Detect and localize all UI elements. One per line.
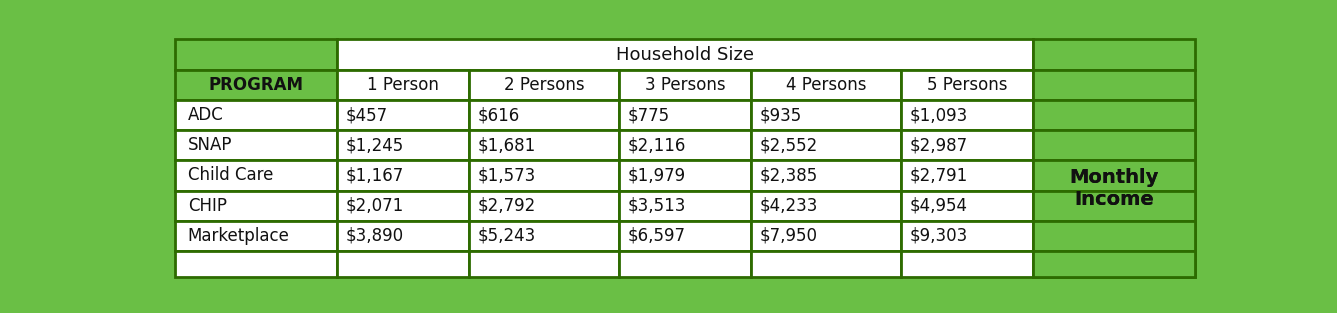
Bar (1034, 221, 1195, 251)
Bar (901, 191, 1034, 221)
Text: Marketplace: Marketplace (187, 227, 290, 245)
Text: $5,243: $5,243 (477, 227, 536, 245)
Text: Monthly
Income: Monthly Income (1070, 168, 1159, 209)
Bar (1034, 130, 1195, 160)
Text: $2,116: $2,116 (627, 136, 686, 154)
Bar (751, 160, 901, 191)
Bar (469, 70, 619, 100)
Bar (901, 160, 1034, 191)
Bar (901, 100, 1034, 130)
Bar (1034, 100, 1195, 130)
Bar (751, 251, 901, 277)
Text: $1,245: $1,245 (346, 136, 404, 154)
Bar (619, 251, 751, 277)
Bar (619, 100, 751, 130)
Bar (619, 191, 751, 221)
Text: 3 Persons: 3 Persons (644, 76, 726, 94)
Bar (337, 221, 469, 251)
Text: 4 Persons: 4 Persons (786, 76, 866, 94)
Bar (175, 70, 337, 100)
Bar (175, 160, 337, 191)
Bar (751, 130, 901, 160)
Text: PROGRAM: PROGRAM (209, 76, 303, 94)
Text: $1,979: $1,979 (627, 167, 686, 184)
Bar (175, 100, 337, 130)
Bar (175, 39, 337, 70)
Text: $2,385: $2,385 (759, 167, 818, 184)
Bar (469, 191, 619, 221)
Bar (619, 130, 751, 160)
Text: Household Size: Household Size (616, 46, 754, 64)
Bar (469, 251, 619, 277)
Text: $3,890: $3,890 (346, 227, 404, 245)
Text: ADC: ADC (187, 106, 223, 124)
Bar (1034, 100, 1195, 277)
Bar (175, 130, 337, 160)
Bar (469, 100, 619, 130)
Bar (1034, 251, 1195, 277)
Text: $6,597: $6,597 (627, 227, 686, 245)
Text: 5 Persons: 5 Persons (927, 76, 1007, 94)
Text: $7,950: $7,950 (759, 227, 817, 245)
Text: $2,987: $2,987 (909, 136, 968, 154)
Bar (337, 251, 469, 277)
Bar (901, 70, 1034, 100)
Bar (751, 100, 901, 130)
Bar (619, 70, 751, 100)
Bar (337, 130, 469, 160)
Text: $1,093: $1,093 (909, 106, 968, 124)
Bar (337, 191, 469, 221)
Bar (337, 100, 469, 130)
Bar (175, 221, 337, 251)
Bar (901, 130, 1034, 160)
Text: $4,233: $4,233 (759, 197, 818, 215)
Bar (337, 70, 469, 100)
Text: $616: $616 (477, 106, 520, 124)
Text: 2 Persons: 2 Persons (504, 76, 584, 94)
Bar (469, 160, 619, 191)
Bar (619, 160, 751, 191)
Text: $457: $457 (346, 106, 388, 124)
Bar (175, 191, 337, 221)
Bar (901, 221, 1034, 251)
Text: $1,681: $1,681 (477, 136, 536, 154)
Text: $1,573: $1,573 (477, 167, 536, 184)
Text: Child Care: Child Care (187, 167, 273, 184)
Bar (469, 221, 619, 251)
Bar (1034, 191, 1195, 221)
Text: $3,513: $3,513 (627, 197, 686, 215)
Bar (1034, 70, 1195, 100)
Bar (751, 221, 901, 251)
Bar (469, 130, 619, 160)
Text: $2,552: $2,552 (759, 136, 818, 154)
Text: $2,792: $2,792 (477, 197, 536, 215)
Text: $775: $775 (627, 106, 670, 124)
Text: $9,303: $9,303 (909, 227, 968, 245)
Text: SNAP: SNAP (187, 136, 233, 154)
Text: $935: $935 (759, 106, 802, 124)
Bar (175, 251, 337, 277)
Text: $1,167: $1,167 (346, 167, 404, 184)
Bar (337, 160, 469, 191)
Bar (901, 251, 1034, 277)
Text: $2,791: $2,791 (909, 167, 968, 184)
Text: $4,954: $4,954 (909, 197, 968, 215)
Bar (1034, 39, 1195, 70)
Text: 1 Person: 1 Person (368, 76, 440, 94)
Bar (751, 70, 901, 100)
Text: $2,071: $2,071 (346, 197, 404, 215)
Bar (751, 191, 901, 221)
Bar (619, 221, 751, 251)
Bar (1034, 160, 1195, 191)
Bar (337, 39, 1034, 70)
Text: Monthly
Income: Monthly Income (1070, 168, 1159, 209)
Text: CHIP: CHIP (187, 197, 227, 215)
